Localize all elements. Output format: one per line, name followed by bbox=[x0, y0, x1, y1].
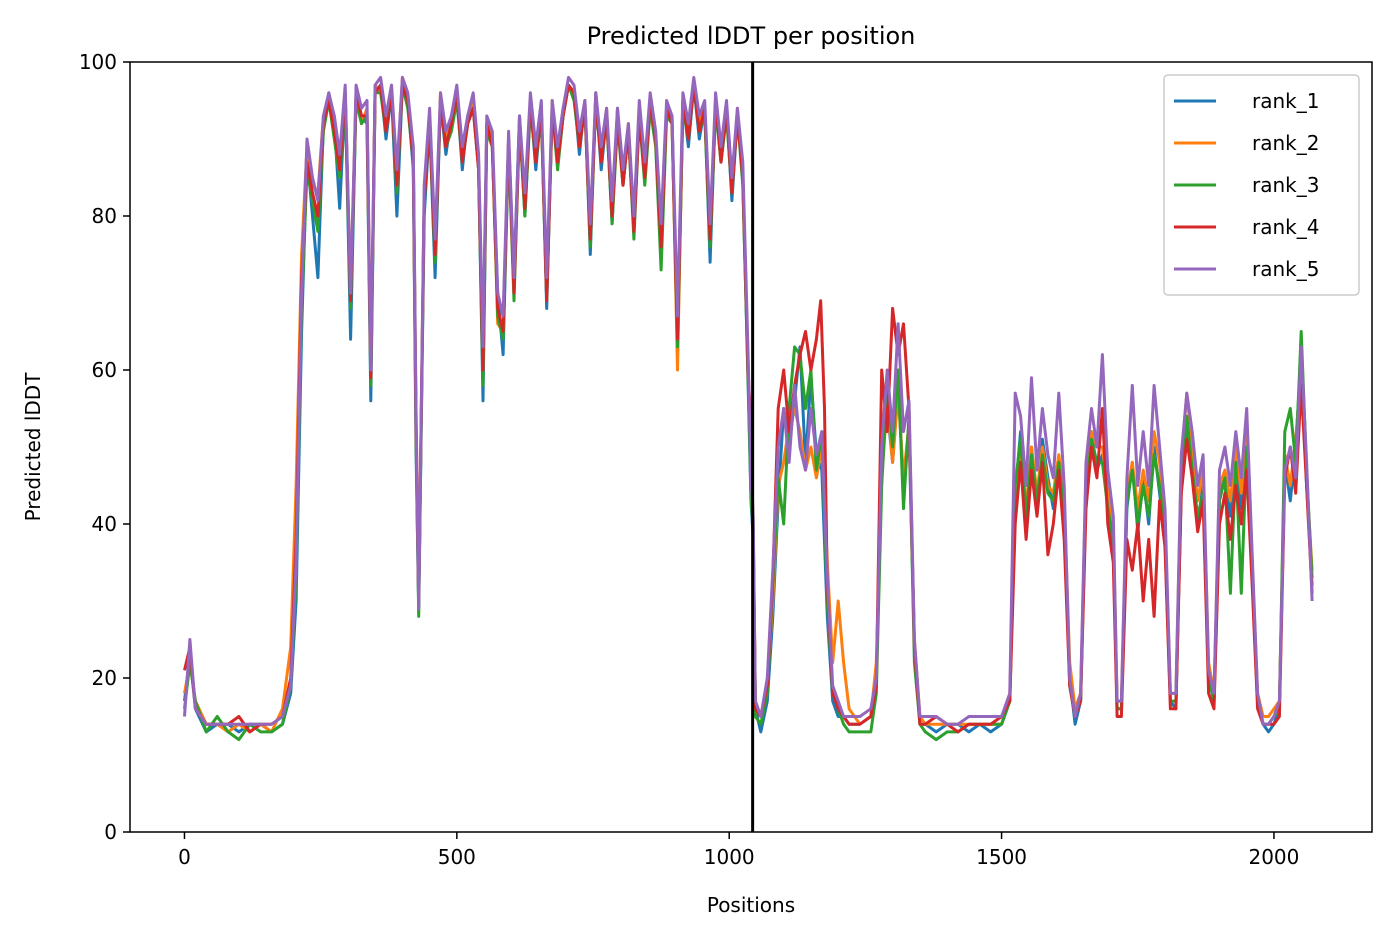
y-tick-label: 60 bbox=[92, 358, 117, 382]
y-tick-label: 80 bbox=[92, 204, 117, 228]
x-axis-ticks: 0 500 1000 1500 2000 bbox=[178, 832, 1299, 869]
x-tick-label: 0 bbox=[178, 845, 191, 869]
legend-label-rank_1: rank_1 bbox=[1252, 89, 1319, 113]
legend-label-rank_4: rank_4 bbox=[1252, 215, 1319, 239]
x-tick-label: 1000 bbox=[704, 845, 755, 869]
series-lines bbox=[183, 75, 1314, 742]
legend: rank_1 rank_2 rank_3 rank_4 rank_5 bbox=[1163, 74, 1360, 296]
x-tick-label: 1500 bbox=[976, 845, 1027, 869]
series-line-rank_5 bbox=[183, 75, 1314, 726]
y-axis-ticks: 0 20 40 60 80 100 bbox=[79, 50, 130, 844]
y-tick-label: 0 bbox=[104, 820, 117, 844]
legend-label-rank_2: rank_2 bbox=[1252, 131, 1319, 155]
y-tick-label: 40 bbox=[92, 512, 117, 536]
y-tick-label: 100 bbox=[79, 50, 117, 74]
x-tick-label: 2000 bbox=[1248, 845, 1299, 869]
y-tick-label: 20 bbox=[92, 666, 117, 690]
legend-label-rank_5: rank_5 bbox=[1252, 257, 1319, 281]
plot-area-frame bbox=[129, 61, 1373, 833]
chart-title: Predicted lDDT per position bbox=[587, 22, 916, 50]
x-axis-title: Positions bbox=[707, 893, 795, 917]
legend-box bbox=[1163, 74, 1360, 296]
x-tick-label: 500 bbox=[438, 845, 476, 869]
legend-label-rank_3: rank_3 bbox=[1252, 173, 1319, 197]
y-axis-title: Predicted lDDT bbox=[21, 372, 45, 522]
